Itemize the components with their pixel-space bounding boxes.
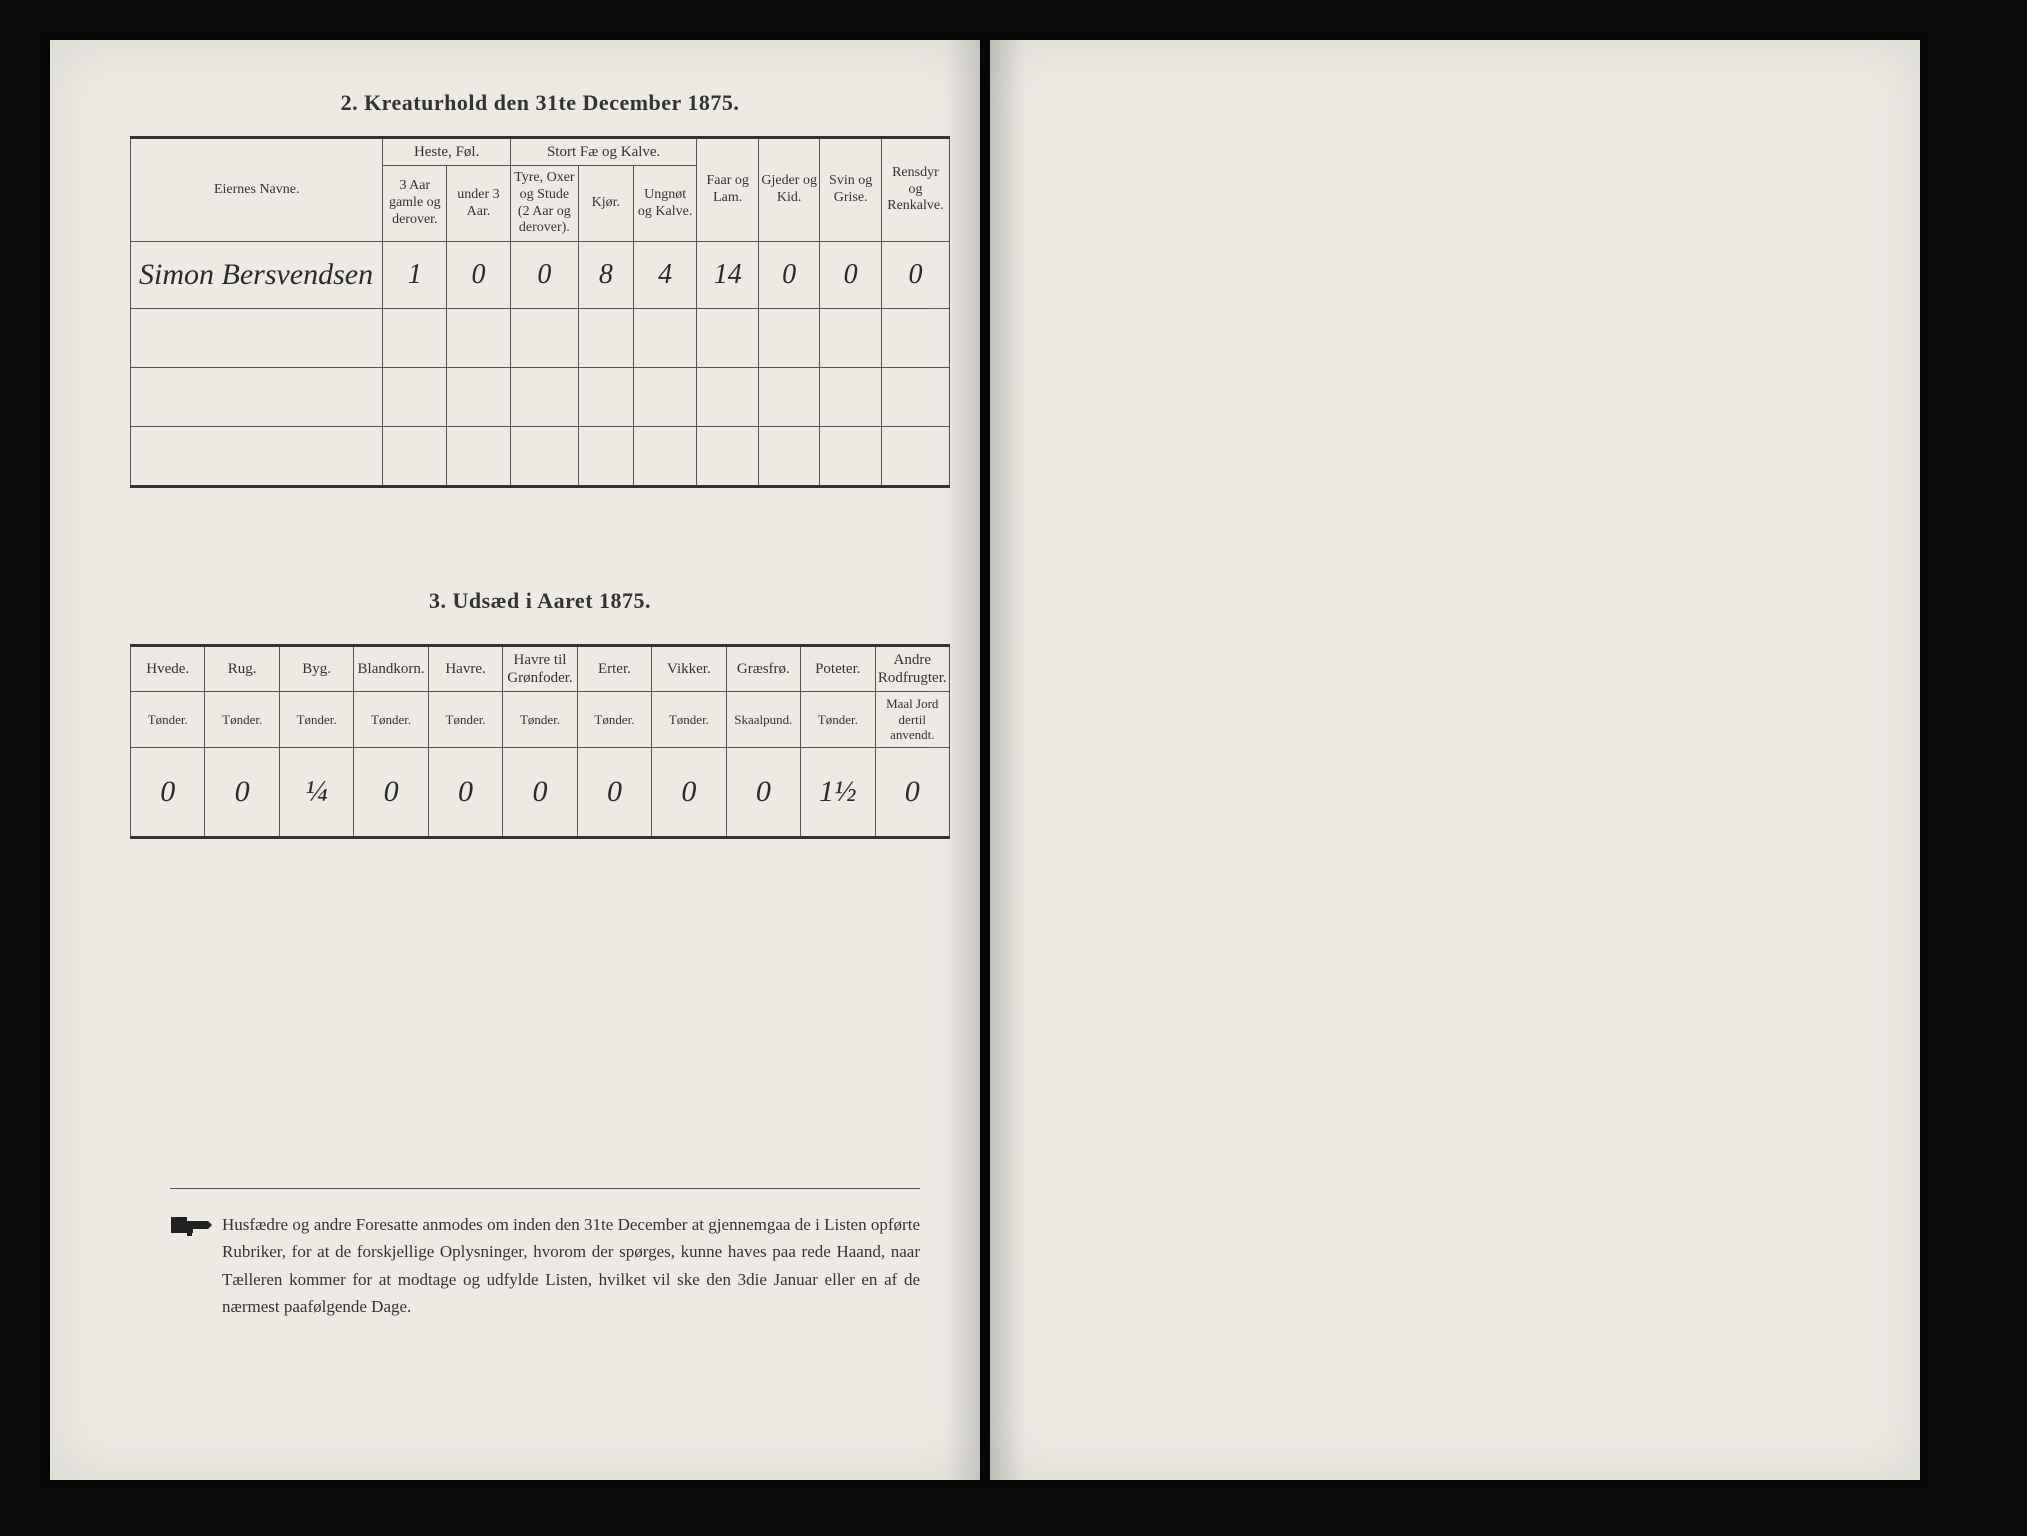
th-svin: Svin og Grise. bbox=[820, 138, 881, 242]
cell-owner: Simon Bersvendsen bbox=[131, 242, 383, 309]
cell: 8 bbox=[578, 242, 633, 309]
cell: 0 bbox=[875, 747, 949, 837]
th-rens: Rensdyr og Renkalve. bbox=[881, 138, 949, 242]
table-row: Simon Bersvendsen 1 0 0 8 4 14 0 0 0 bbox=[131, 242, 950, 309]
cell: 1½ bbox=[801, 747, 875, 837]
th-heste-a: 3 Aar gamle og derover. bbox=[383, 166, 447, 242]
th: Byg. bbox=[279, 646, 353, 692]
th: Hvede. bbox=[131, 646, 205, 692]
th: Poteter. bbox=[801, 646, 875, 692]
page-right bbox=[990, 40, 1920, 1480]
th-sub: Tønder. bbox=[577, 692, 651, 748]
footer-text: Husfædre og andre Foresatte anmodes om i… bbox=[222, 1211, 920, 1320]
cell: 0 bbox=[354, 747, 428, 837]
spacer bbox=[130, 488, 950, 578]
th: Andre Rodfrugter. bbox=[875, 646, 949, 692]
th-sub: Tønder. bbox=[131, 692, 205, 748]
cell: 0 bbox=[726, 747, 800, 837]
page-left: 2. Kreaturhold den 31te December 1875. E… bbox=[50, 40, 980, 1480]
th-sub: Tønder. bbox=[205, 692, 279, 748]
cell: 0 bbox=[881, 242, 949, 309]
th-sub: Tønder. bbox=[428, 692, 502, 748]
th: Græsfrø. bbox=[726, 646, 800, 692]
table3-head: Hvede. Rug. Byg. Blandkorn. Havre. Havre… bbox=[131, 646, 950, 748]
section3-title: 3. Udsæd i Aaret 1875. bbox=[130, 588, 950, 614]
table-row bbox=[131, 368, 950, 427]
cell: 0 bbox=[652, 747, 726, 837]
cell: 0 bbox=[503, 747, 577, 837]
table-seed: Hvede. Rug. Byg. Blandkorn. Havre. Havre… bbox=[130, 644, 950, 839]
th-stort-a: Tyre, Oxer og Stude (2 Aar og derover). bbox=[510, 166, 578, 242]
cell: 1 bbox=[383, 242, 447, 309]
pointing-hand-icon bbox=[170, 1211, 214, 1241]
th-stort-c: Ungnøt og Kalve. bbox=[633, 166, 697, 242]
table-row: 0 0 ¼ 0 0 0 0 0 0 1½ 0 bbox=[131, 747, 950, 837]
th-faar: Faar og Lam. bbox=[697, 138, 758, 242]
th: Vikker. bbox=[652, 646, 726, 692]
cell: 0 bbox=[205, 747, 279, 837]
table2-head: Eiernes Navne. Heste, Føl. Stort Fæ og K… bbox=[131, 138, 950, 242]
cell: 14 bbox=[697, 242, 758, 309]
th-sub: Tønder. bbox=[279, 692, 353, 748]
cell: ¼ bbox=[279, 747, 353, 837]
th-sub: Tønder. bbox=[801, 692, 875, 748]
table3-body: 0 0 ¼ 0 0 0 0 0 0 1½ 0 bbox=[131, 747, 950, 837]
th-sub: Maal Jord dertil anvendt. bbox=[875, 692, 949, 748]
footer-note: Husfædre og andre Foresatte anmodes om i… bbox=[170, 1188, 920, 1320]
th-heste-b: under 3 Aar. bbox=[447, 166, 511, 242]
cell: 0 bbox=[447, 242, 511, 309]
cell: 4 bbox=[633, 242, 697, 309]
table-row bbox=[131, 427, 950, 487]
th-stort-b: Kjør. bbox=[578, 166, 633, 242]
th: Rug. bbox=[205, 646, 279, 692]
cell: 0 bbox=[820, 242, 881, 309]
table2-wrap: Eiernes Navne. Heste, Føl. Stort Fæ og K… bbox=[130, 136, 950, 488]
cell: 0 bbox=[577, 747, 651, 837]
th-owner: Eiernes Navne. bbox=[131, 138, 383, 242]
th: Havre til Grønfoder. bbox=[503, 646, 577, 692]
th-sub: Tønder. bbox=[652, 692, 726, 748]
cell: 0 bbox=[131, 747, 205, 837]
cell: 0 bbox=[428, 747, 502, 837]
th-sub: Tønder. bbox=[354, 692, 428, 748]
th-sub: Skaalpund. bbox=[726, 692, 800, 748]
table-livestock: Eiernes Navne. Heste, Føl. Stort Fæ og K… bbox=[130, 136, 950, 488]
th-sub: Tønder. bbox=[503, 692, 577, 748]
th-gjeder: Gjeder og Kid. bbox=[758, 138, 819, 242]
table2-body: Simon Bersvendsen 1 0 0 8 4 14 0 0 0 bbox=[131, 242, 950, 487]
th-stort-group: Stort Fæ og Kalve. bbox=[510, 138, 697, 166]
cell: 0 bbox=[510, 242, 578, 309]
th: Erter. bbox=[577, 646, 651, 692]
book-spread: 2. Kreaturhold den 31te December 1875. E… bbox=[0, 0, 2027, 1520]
table-row bbox=[131, 309, 950, 368]
th-heste-group: Heste, Føl. bbox=[383, 138, 510, 166]
th: Blandkorn. bbox=[354, 646, 428, 692]
th: Havre. bbox=[428, 646, 502, 692]
cell: 0 bbox=[758, 242, 819, 309]
section2-title: 2. Kreaturhold den 31te December 1875. bbox=[130, 90, 950, 116]
